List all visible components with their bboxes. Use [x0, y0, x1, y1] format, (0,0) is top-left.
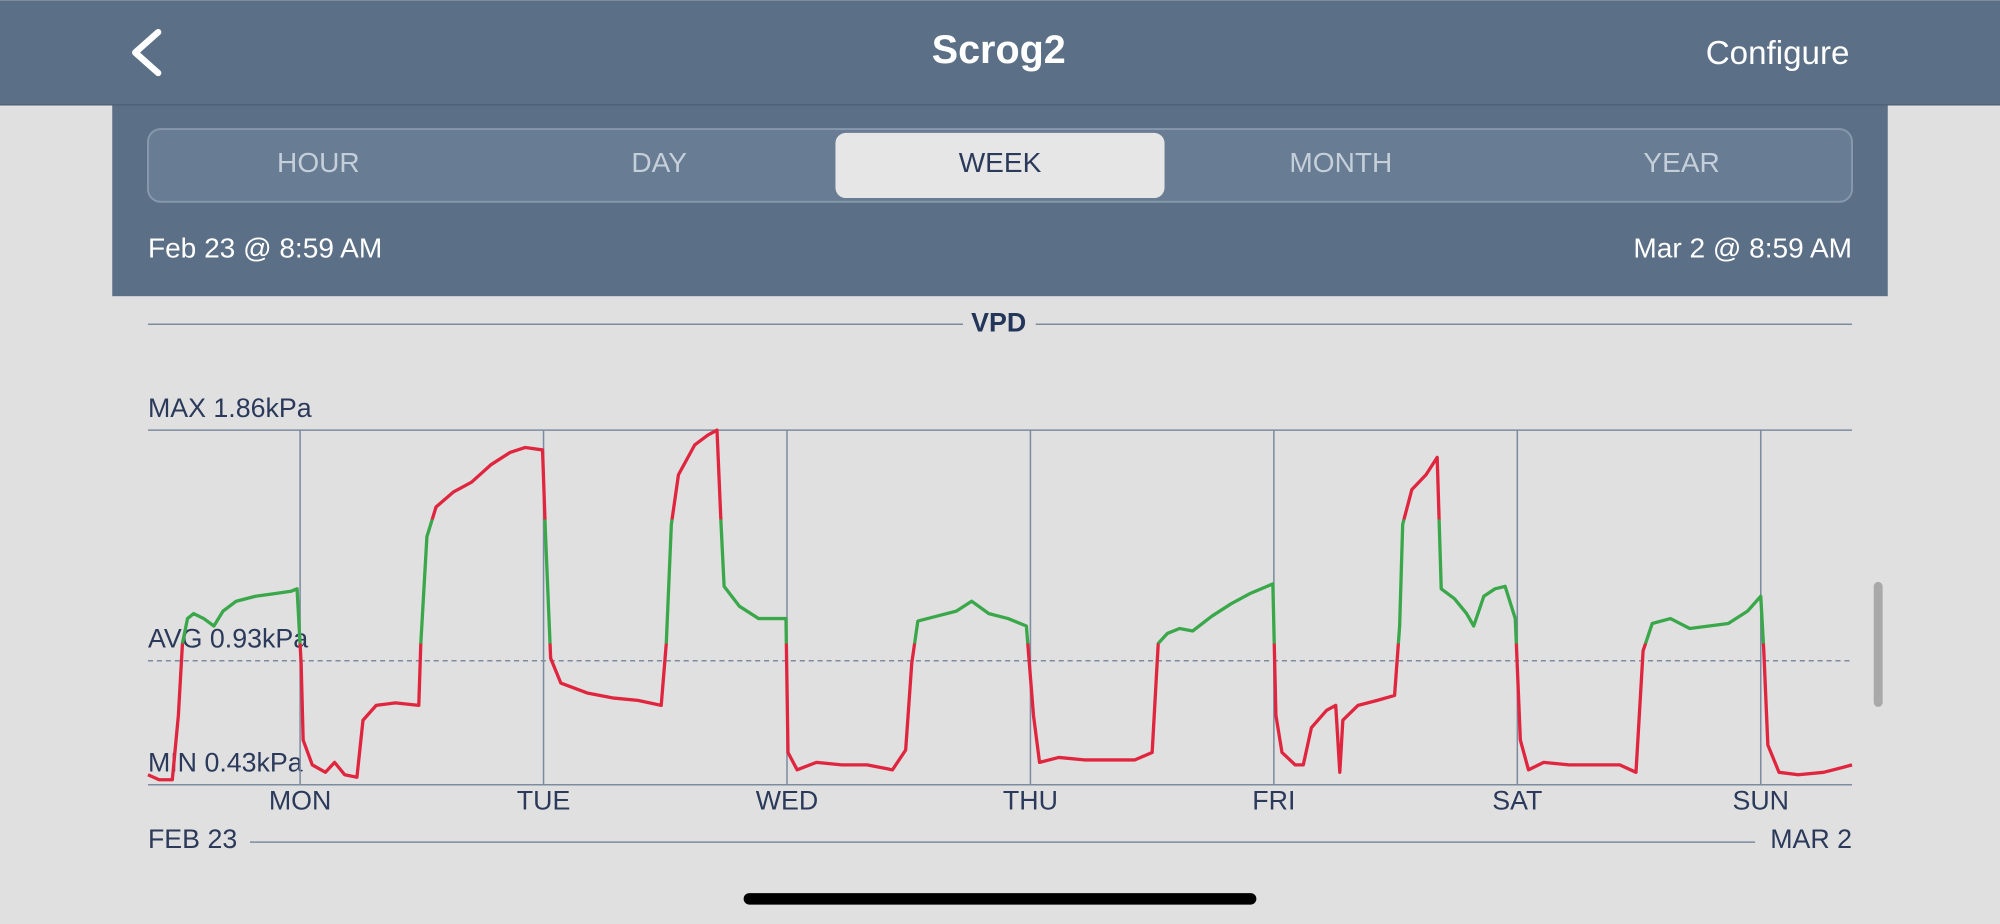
scrollbar — [1873, 581, 1883, 707]
back-button[interactable] — [132, 28, 162, 77]
y-tick-label: MAX 1.86kPa — [148, 393, 312, 423]
vpd-line — [147, 428, 1853, 782]
tab[interactable]: DAY — [631, 147, 687, 178]
x-tick-label: TUE — [517, 786, 571, 816]
chart-title: VPD — [971, 307, 1026, 337]
tab[interactable]: MONTH — [1289, 147, 1392, 178]
configure-button[interactable]: Configure — [1706, 35, 1850, 72]
x-end-label: MAR 2 — [1770, 824, 1852, 854]
x-tick-label: MON — [269, 786, 331, 816]
y-tick-label: MIN 0.43kPa — [148, 747, 303, 777]
x-start-label: FEB 23 — [148, 824, 237, 854]
x-tick-label: SUN — [1732, 786, 1789, 816]
x-tick-label: WED — [756, 786, 818, 816]
avg-label: AVG 0.93kPa — [148, 623, 308, 653]
x-tick-label: FRI — [1252, 786, 1295, 816]
tab-selected — [835, 132, 1165, 198]
x-tick-label: THU — [1003, 786, 1058, 816]
x-tick-label: SAT — [1492, 786, 1542, 816]
tab[interactable]: WEEK — [959, 147, 1042, 178]
screen-title: Scrog2 — [932, 28, 1066, 72]
tab[interactable]: YEAR — [1643, 147, 1719, 178]
home-indicator — [743, 893, 1257, 905]
nav-bar — [0, 0, 2000, 105]
tab[interactable]: HOUR — [277, 147, 360, 178]
range-end: Mar 2 @ 8:59 AM — [1633, 233, 1852, 264]
range-start: Feb 23 @ 8:59 AM — [148, 233, 382, 264]
